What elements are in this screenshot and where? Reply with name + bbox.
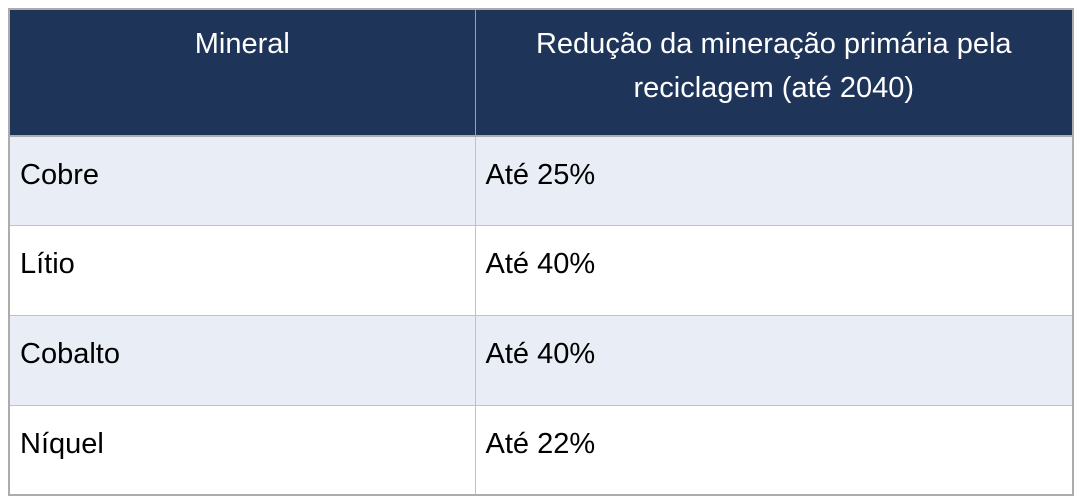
column-header-mineral: Mineral xyxy=(8,8,476,137)
table-header: Mineral Redução da mineração primária pe… xyxy=(8,8,1074,137)
header-row: Mineral Redução da mineração primária pe… xyxy=(8,8,1074,137)
table-row: Cobre Até 25% xyxy=(8,135,1074,227)
column-header-reduction: Redução da mineração primária pela recic… xyxy=(474,8,1074,137)
mineral-cell: Lítio xyxy=(8,225,476,316)
reduction-cell: Até 22% xyxy=(474,404,1074,496)
reduction-cell: Até 40% xyxy=(474,225,1074,316)
table-row: Cobalto Até 40% xyxy=(8,315,1074,406)
minerals-table-container: Mineral Redução da mineração primária pe… xyxy=(8,8,1074,496)
table-row: Lítio Até 40% xyxy=(8,225,1074,316)
minerals-recycling-table: Mineral Redução da mineração primária pe… xyxy=(8,8,1074,496)
table-body: Cobre Até 25% Lítio Até 40% Cobalto Até … xyxy=(8,135,1074,496)
mineral-cell: Níquel xyxy=(8,404,476,496)
mineral-cell: Cobalto xyxy=(8,315,476,406)
mineral-cell: Cobre xyxy=(8,135,476,227)
reduction-cell: Até 40% xyxy=(474,315,1074,406)
reduction-cell: Até 25% xyxy=(474,135,1074,227)
table-row: Níquel Até 22% xyxy=(8,404,1074,496)
